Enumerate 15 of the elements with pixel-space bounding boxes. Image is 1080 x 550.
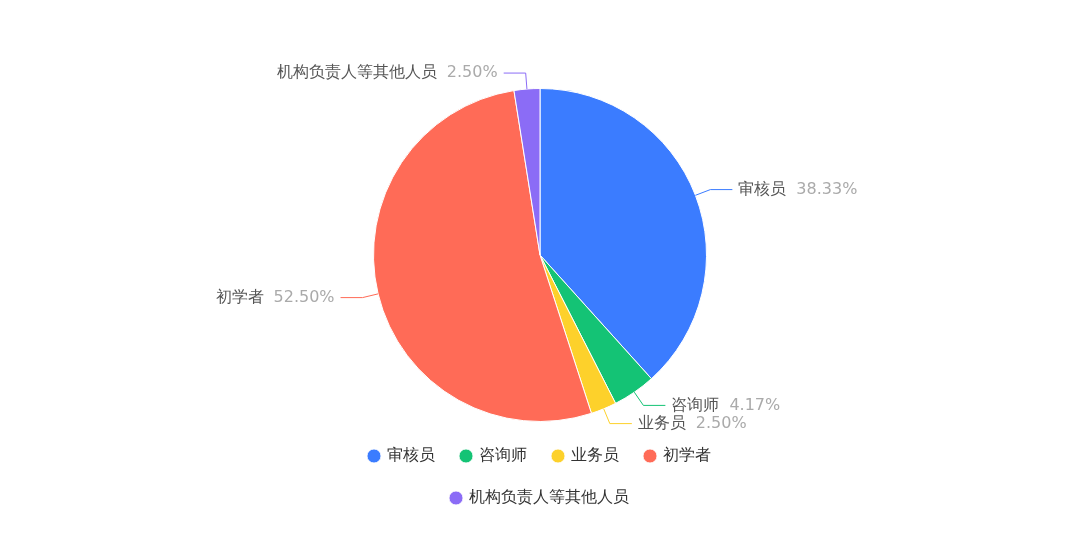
legend-label: 审核员 <box>387 445 435 465</box>
data-label: 52.50% <box>273 286 335 306</box>
data-label: 2.50% <box>446 62 498 82</box>
slice-label: 机构负责人等其他人员 <box>276 62 437 82</box>
slice-label: 业务员 <box>637 412 686 432</box>
legend-label: 初学者 <box>663 445 711 465</box>
data-label: 38.33% <box>796 178 858 198</box>
slice-label: 咨询师 <box>671 394 720 414</box>
legend-label: 机构负责人等其他人员 <box>469 487 629 507</box>
slice-label: 初学者 <box>215 286 264 306</box>
data-label: 4.17% <box>729 394 781 414</box>
legend-label: 业务员 <box>571 445 619 465</box>
data-label: 2.50% <box>695 412 747 432</box>
slice-label: 审核员 <box>738 178 787 198</box>
legend-label: 咨询师 <box>479 445 527 465</box>
